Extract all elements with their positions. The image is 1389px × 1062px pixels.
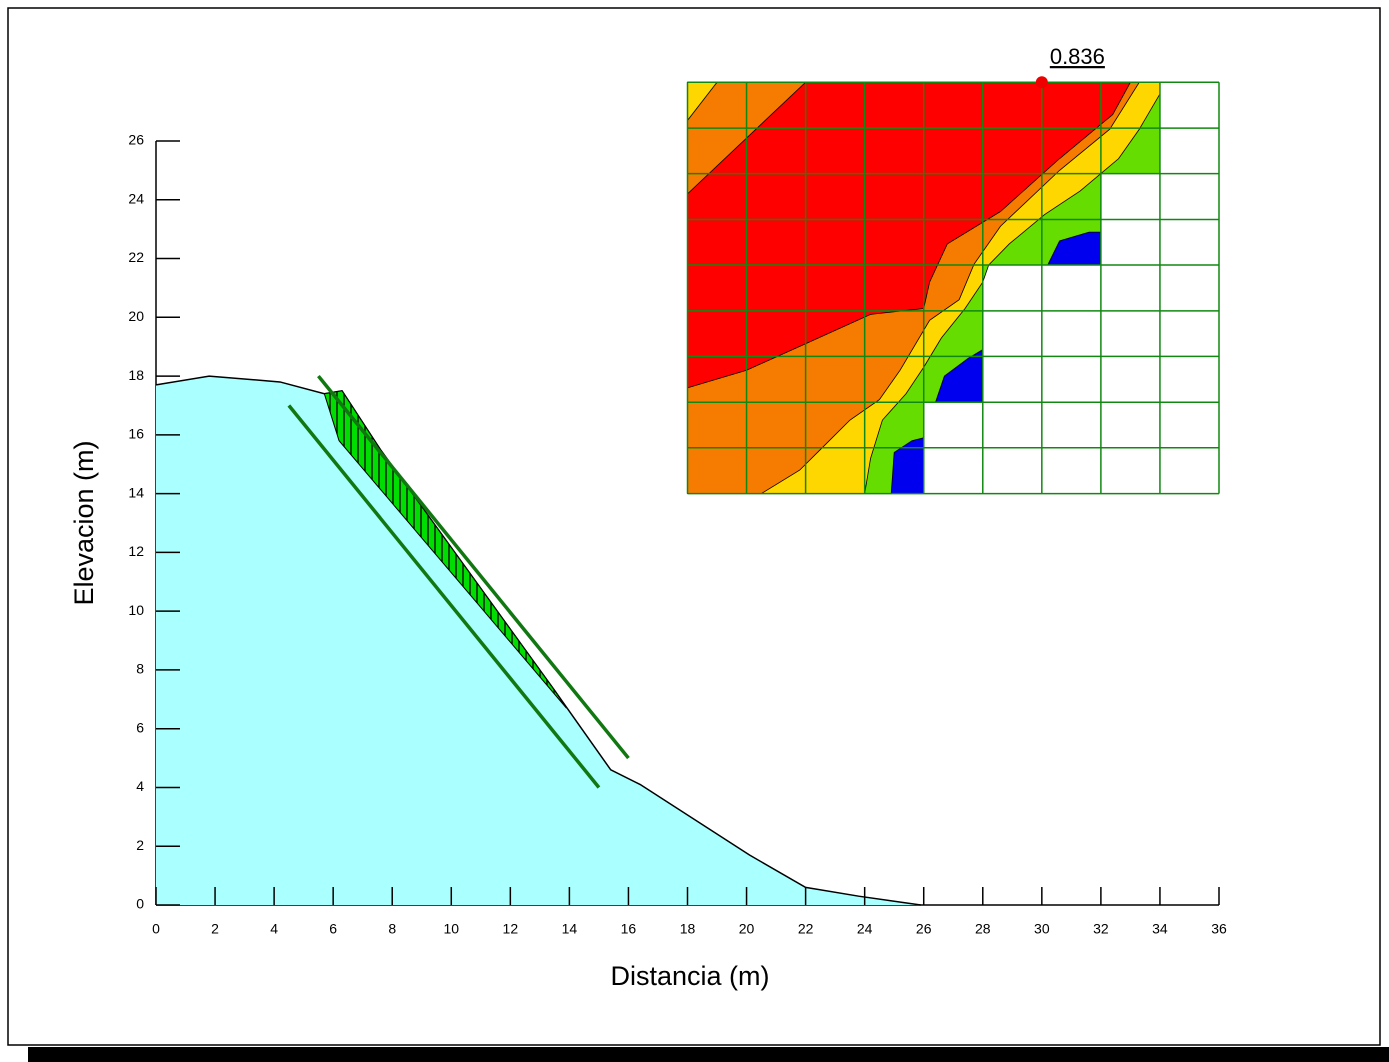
y-tick-label: 22 bbox=[128, 249, 144, 265]
y-tick-label: 10 bbox=[128, 602, 144, 618]
x-tick-label: 8 bbox=[388, 921, 396, 937]
x-tick-label: 2 bbox=[211, 921, 219, 937]
x-tick-label: 34 bbox=[1152, 921, 1168, 937]
y-tick-label: 0 bbox=[136, 896, 144, 912]
y-tick-label: 6 bbox=[136, 719, 144, 735]
x-tick-label: 26 bbox=[916, 921, 932, 937]
x-tick-label: 14 bbox=[562, 921, 578, 937]
x-axis-title: Distancia (m) bbox=[610, 961, 769, 991]
y-tick-label: 4 bbox=[136, 778, 144, 794]
y-tick-label: 14 bbox=[128, 484, 144, 500]
y-axis-title: Elevacion (m) bbox=[69, 440, 99, 605]
range-line bbox=[317, 374, 630, 760]
critical-center bbox=[1035, 76, 1048, 89]
y-tick-label: 26 bbox=[128, 132, 144, 148]
y-tick-label: 16 bbox=[128, 426, 144, 442]
x-tick-label: 4 bbox=[270, 921, 278, 937]
x-tick-label: 30 bbox=[1034, 921, 1050, 937]
x-tick-label: 22 bbox=[798, 921, 814, 937]
x-tick-label: 12 bbox=[503, 921, 519, 937]
x-tick-label: 28 bbox=[975, 921, 991, 937]
y-tick-label: 2 bbox=[136, 837, 144, 853]
y-tick-label: 20 bbox=[128, 308, 144, 324]
slip-hatch bbox=[324, 390, 567, 709]
x-tick-label: 0 bbox=[152, 921, 160, 937]
x-tick-label: 16 bbox=[621, 921, 637, 937]
frame-shadow bbox=[28, 1047, 1389, 1062]
y-tick-label: 24 bbox=[128, 190, 144, 206]
range-line bbox=[287, 404, 601, 789]
x-tick-label: 36 bbox=[1211, 921, 1227, 937]
y-tick-label: 18 bbox=[128, 367, 144, 383]
x-tick-label: 20 bbox=[739, 921, 755, 937]
x-tick-label: 24 bbox=[857, 921, 873, 937]
factor-of-safety-label: 0.836 bbox=[1050, 44, 1105, 69]
y-tick-label: 12 bbox=[128, 543, 144, 559]
x-tick-label: 6 bbox=[329, 921, 337, 937]
x-tick-label: 32 bbox=[1093, 921, 1109, 937]
x-tick-label: 18 bbox=[680, 921, 696, 937]
x-tick-label: 10 bbox=[443, 921, 459, 937]
ground-area bbox=[156, 376, 921, 906]
y-tick-label: 8 bbox=[136, 661, 144, 677]
